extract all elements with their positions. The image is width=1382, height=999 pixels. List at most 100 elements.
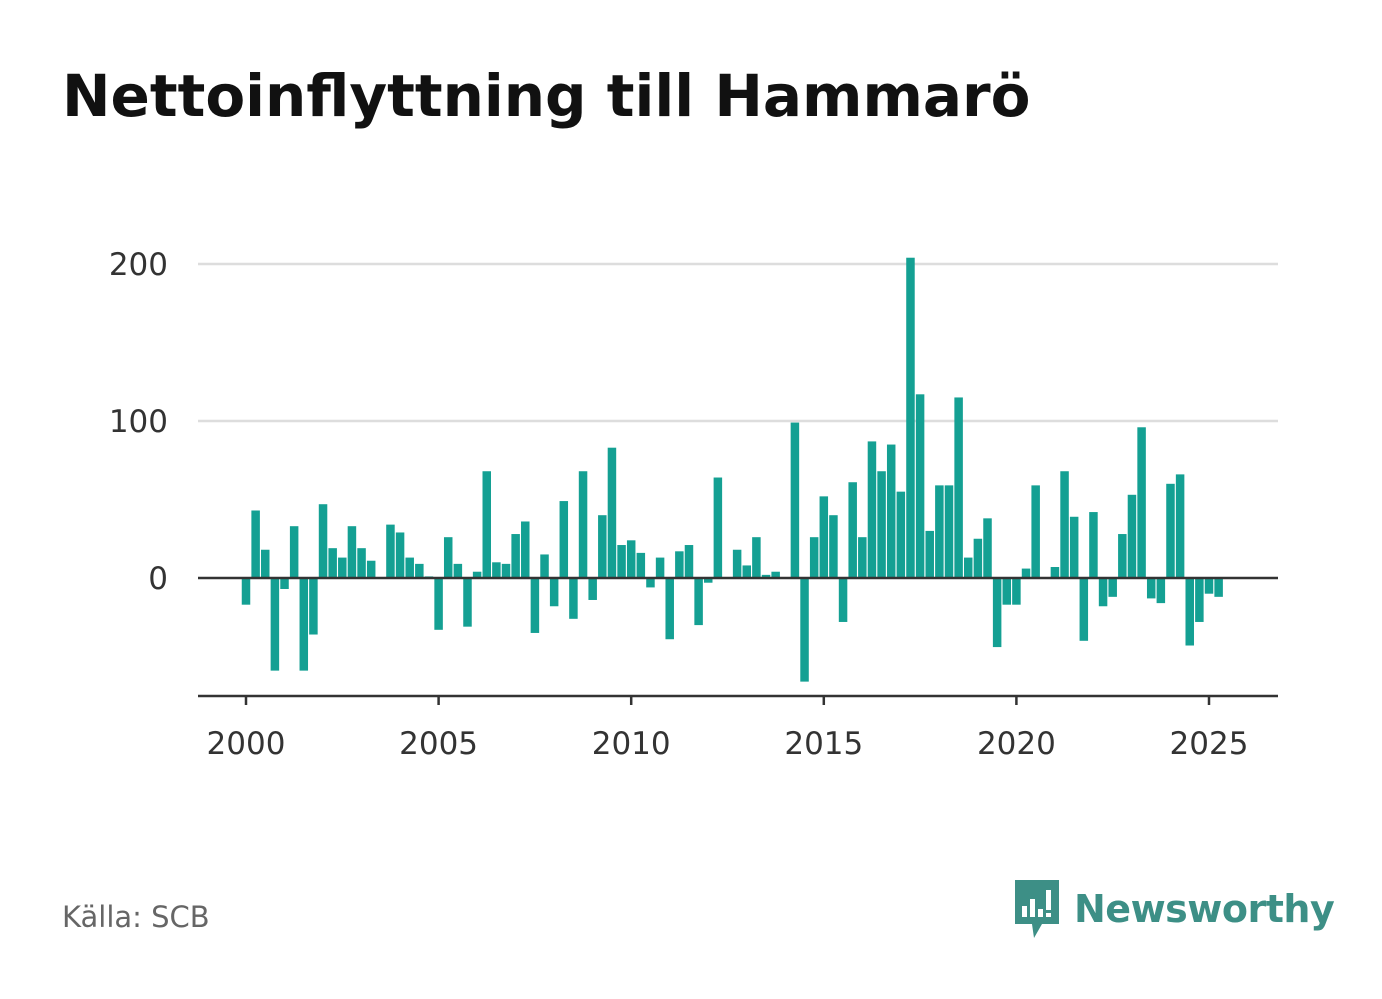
bar-2002-q4 xyxy=(347,526,357,578)
bar-2016-q1 xyxy=(858,537,867,578)
bar-2023-q2 xyxy=(1137,427,1146,578)
bar-2022-q1 xyxy=(1089,512,1098,578)
chart-title: Nettoinflyttning till Hammarö xyxy=(62,62,1031,130)
bar-2017-q2 xyxy=(906,257,915,578)
bar-2012-q2 xyxy=(713,477,723,578)
bar-2025-q1 xyxy=(1204,578,1214,594)
bar-2005-q2 xyxy=(443,537,453,578)
bar-2006-q4 xyxy=(501,563,511,578)
bar-2002-q2 xyxy=(328,548,337,578)
bar-2024-q1 xyxy=(1166,483,1175,578)
bar-2023-q4 xyxy=(1156,578,1166,604)
x-tick-label-2025: 2025 xyxy=(1170,726,1249,762)
bar-2007-q3 xyxy=(530,578,540,633)
bar-2015-q3 xyxy=(838,578,848,622)
brand-name: Newsworthy xyxy=(1074,887,1335,931)
bar-2009-q1 xyxy=(588,578,597,600)
bar-2008-q1 xyxy=(549,578,559,607)
bar-2020-q3 xyxy=(1031,485,1040,578)
bar-2013-q1 xyxy=(742,565,752,578)
bar-2005-q4 xyxy=(463,578,472,627)
bar-2005-q3 xyxy=(453,563,463,578)
bar-2007-q4 xyxy=(540,554,549,578)
bar-2006-q1 xyxy=(472,571,482,578)
bar-2021-q3 xyxy=(1069,516,1079,578)
bar-2018-q1 xyxy=(935,485,944,578)
grid-lines xyxy=(198,262,1278,423)
source-note: Källa: SCB xyxy=(62,900,210,934)
bar-2019-q4 xyxy=(1002,578,1012,605)
bar-2015-q2 xyxy=(829,515,838,578)
bar-2006-q2 xyxy=(482,471,491,578)
bar-2008-q4 xyxy=(578,471,588,578)
bar-2021-q2 xyxy=(1060,471,1069,578)
y-tick-label-0: 0 xyxy=(148,561,168,597)
bar-2022-q4 xyxy=(1118,534,1127,578)
bar-2011-q3 xyxy=(684,545,694,578)
bar-2022-q3 xyxy=(1108,578,1117,597)
bar-2007-q2 xyxy=(521,521,530,578)
bar-2010-q1 xyxy=(626,540,636,578)
bar-2011-q2 xyxy=(675,551,684,578)
bar-2024-q4 xyxy=(1195,578,1204,622)
bar-2006-q3 xyxy=(492,562,501,578)
y-tick-label-200: 200 xyxy=(109,247,168,283)
brand-logo: Newsworthy xyxy=(1012,876,1335,942)
bar-2019-q1 xyxy=(973,538,983,578)
bar-2015-q1 xyxy=(819,496,829,578)
bar-2005-q1 xyxy=(434,578,443,630)
bar-2009-q4 xyxy=(617,545,626,578)
bar-2008-q2 xyxy=(559,501,569,578)
bar-2003-q2 xyxy=(366,560,376,578)
bar-2018-q4 xyxy=(964,557,973,578)
x-tick-label-2010: 2010 xyxy=(592,726,671,762)
bar-2022-q2 xyxy=(1098,578,1108,607)
x-tick-label-2000: 2000 xyxy=(207,726,286,762)
bar-2017-q4 xyxy=(925,530,934,578)
bar-2011-q1 xyxy=(665,578,674,640)
bar-2001-q3 xyxy=(299,578,309,671)
bar-2010-q3 xyxy=(646,578,655,588)
bar-2024-q3 xyxy=(1185,578,1194,646)
bar-2011-q4 xyxy=(694,578,703,626)
bar-2021-q4 xyxy=(1079,578,1089,641)
bar-2007-q1 xyxy=(511,534,520,578)
bar-2023-q3 xyxy=(1146,578,1156,599)
bar-2012-q4 xyxy=(732,549,742,578)
bar-2021-q1 xyxy=(1050,567,1060,578)
bar-2013-q4 xyxy=(771,571,780,578)
bar-2014-q3 xyxy=(800,578,809,682)
x-tick-label-2005: 2005 xyxy=(399,726,478,762)
bar-2019-q3 xyxy=(992,578,1002,648)
bar-2008-q3 xyxy=(569,578,578,619)
bar-2017-q3 xyxy=(915,394,925,578)
bar-2013-q3 xyxy=(761,574,771,578)
bar-2000-q4 xyxy=(270,578,280,671)
bar-2000-q3 xyxy=(261,549,270,578)
bar-2016-q3 xyxy=(877,471,886,578)
bar-2013-q2 xyxy=(752,537,761,578)
bar-2001-q2 xyxy=(289,526,299,578)
bar-2025-q2 xyxy=(1214,578,1223,597)
bar-2024-q2 xyxy=(1175,474,1185,578)
bar-2002-q1 xyxy=(318,504,328,578)
bars xyxy=(241,257,1223,682)
x-axis-tick-labels: 2000 2005 2010 2015 2020 2025 xyxy=(207,726,1249,762)
bar-2003-q4 xyxy=(386,524,395,578)
bar-2018-q2 xyxy=(944,485,954,578)
bar-2020-q2 xyxy=(1021,568,1031,578)
bar-2010-q2 xyxy=(636,552,646,578)
bar-2009-q2 xyxy=(598,515,607,578)
bar-2003-q1 xyxy=(357,548,366,578)
bar-2004-q3 xyxy=(415,563,424,578)
bar-2000-q1 xyxy=(241,578,251,605)
bar-2001-q4 xyxy=(309,578,318,635)
y-axis-tick-labels: 0 100 200 xyxy=(109,247,168,597)
bar-2004-q1 xyxy=(395,532,405,578)
bar-2014-q4 xyxy=(809,537,819,578)
bar-2012-q1 xyxy=(703,578,713,583)
bar-2001-q1 xyxy=(280,578,289,589)
bar-2018-q3 xyxy=(954,397,963,578)
bar-2014-q2 xyxy=(790,422,800,578)
